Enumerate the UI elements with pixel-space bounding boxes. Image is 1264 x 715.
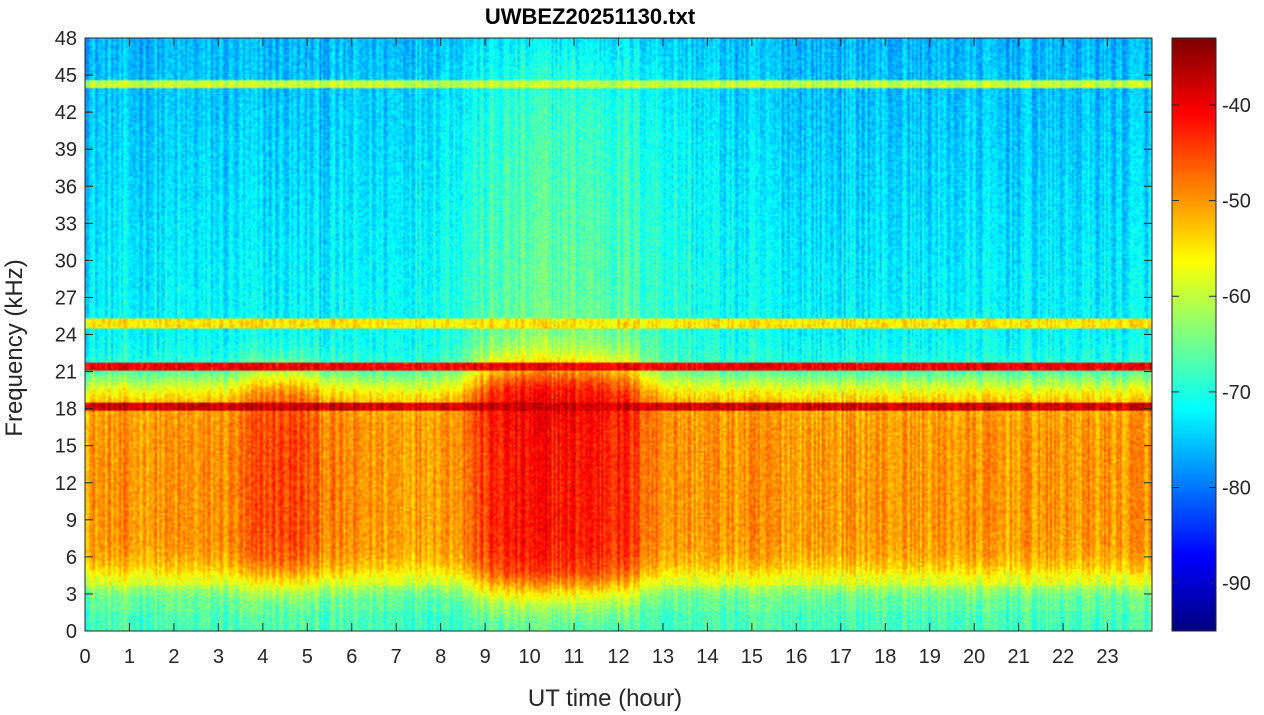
x-tick-label: 19 — [919, 646, 941, 668]
y-tick-label: 24 — [55, 325, 77, 347]
x-tick-label: 17 — [830, 646, 852, 668]
x-tick-label: 13 — [652, 646, 674, 668]
x-tick-label: 8 — [435, 646, 446, 668]
y-axis-label: Frequency (kHz) — [1, 259, 28, 436]
colorbar-tick-label: -90 — [1222, 573, 1251, 595]
colorbar-frame — [1171, 37, 1217, 632]
y-tick-label: 39 — [55, 139, 77, 161]
x-tick-label: 4 — [257, 646, 268, 668]
y-tick-label: 48 — [55, 28, 77, 50]
x-tick-label: 0 — [79, 646, 90, 668]
colorbar-ticks: -90 -80 -70 -60 -50 -40 — [1172, 95, 1251, 595]
x-tick-label: 23 — [1096, 646, 1118, 668]
x-tick-label: 6 — [346, 646, 357, 668]
y-tick-label: 3 — [66, 584, 77, 606]
spectrogram-plot — [85, 38, 1152, 631]
chart-title: UWBEZ20251130.txt — [485, 4, 696, 29]
spectrogram-heatmap — [85, 38, 1152, 631]
y-tick-label: 9 — [66, 510, 77, 532]
colorbar-gradient — [1172, 38, 1216, 631]
y-tick-label: 21 — [55, 362, 77, 384]
x-tick-label: 21 — [1008, 646, 1030, 668]
y-tick-label: 6 — [66, 547, 77, 569]
x-tick-label: 16 — [785, 646, 807, 668]
colorbar-tick-label: -60 — [1222, 286, 1251, 308]
y-tick-label: 36 — [55, 176, 77, 198]
y-tick-label: 12 — [55, 473, 77, 495]
y-tick-label: 0 — [66, 621, 77, 643]
y-tick-label: 18 — [55, 399, 77, 421]
x-tick-label: 5 — [302, 646, 313, 668]
x-tick-label: 22 — [1052, 646, 1074, 668]
colorbar-tick-label: -80 — [1222, 478, 1251, 500]
x-tick-label: 7 — [391, 646, 402, 668]
x-tick-label: 11 — [564, 646, 585, 668]
x-tick-label: 9 — [480, 646, 491, 668]
x-tick-label: 15 — [741, 646, 763, 668]
x-tick-label: 3 — [213, 646, 224, 668]
x-tick-label: 12 — [607, 646, 629, 668]
x-axis-label: UT time (hour) — [528, 685, 682, 712]
colorbar-tick-label: -40 — [1222, 95, 1251, 117]
y-tick-label: 33 — [55, 213, 77, 235]
colorbar-tick-label: -50 — [1222, 191, 1251, 213]
y-tick-label: 45 — [55, 65, 77, 87]
y-tick-label: 30 — [55, 250, 77, 272]
y-tick-label: 42 — [55, 102, 77, 124]
x-axis: 0 1 2 3 4 5 6 7 8 9 10 11 12 13 14 15 16 17 18 19 20 21 22 23 — [79, 38, 1119, 668]
colorbar-tick-label: -70 — [1222, 382, 1251, 404]
y-tick-label: 15 — [55, 436, 77, 458]
y-tick-label: 27 — [55, 287, 77, 309]
x-tick-label: 18 — [874, 646, 896, 668]
x-tick-label: 14 — [696, 646, 718, 668]
x-tick-label: 2 — [168, 646, 179, 668]
x-tick-label: 1 — [124, 646, 135, 668]
x-tick-label: 10 — [518, 646, 540, 668]
colorbar — [1171, 37, 1217, 632]
x-tick-label: 20 — [963, 646, 985, 668]
